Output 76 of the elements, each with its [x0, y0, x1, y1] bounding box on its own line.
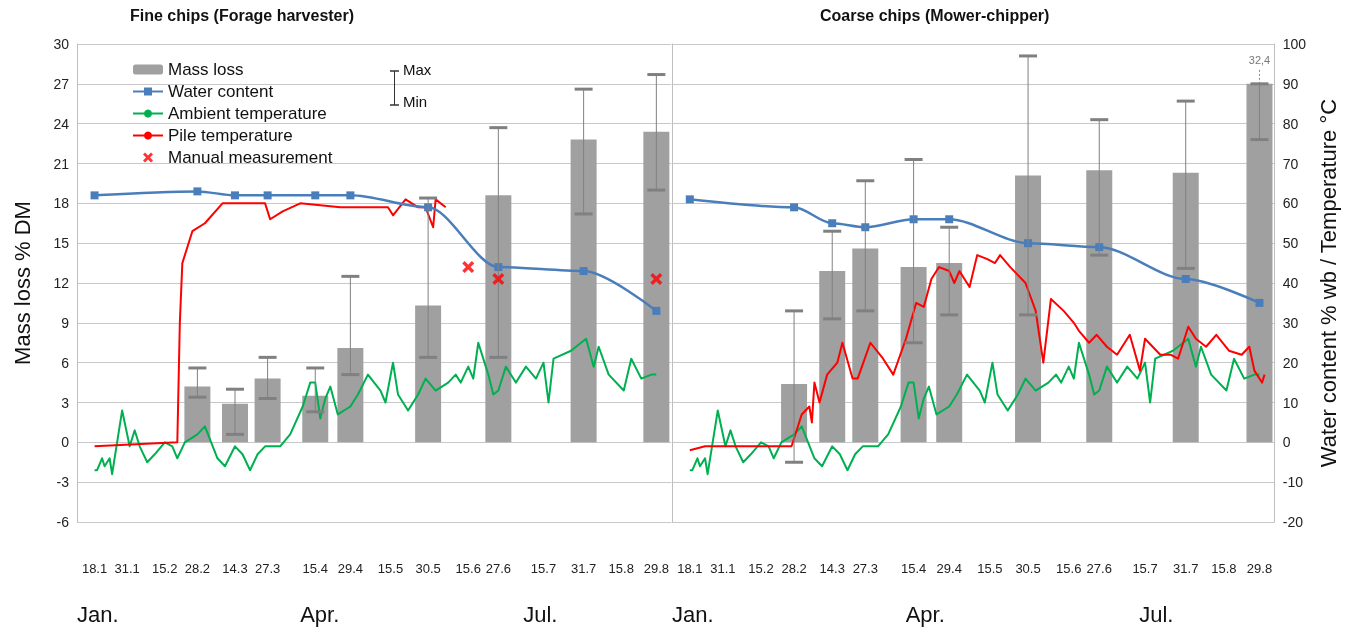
- x-tick-label: 15.8: [608, 561, 634, 576]
- x-tick-label: 15.7: [530, 561, 557, 576]
- legend-label: Water content: [168, 82, 274, 101]
- annotation: 32,4: [1248, 54, 1271, 67]
- x-tick-label: 27.3: [254, 561, 281, 576]
- y2-tick-label: 100: [1282, 36, 1307, 52]
- x-tick-label: 29.8: [643, 561, 670, 576]
- y2-tick-label: -20: [1282, 514, 1304, 530]
- legend-label: Mass loss: [168, 60, 244, 79]
- y2-tick-label: -10: [1282, 474, 1304, 491]
- chart-title: Coarse chips (Mower-chipper): [820, 6, 1050, 24]
- x-tick-label: 15.2: [748, 561, 774, 576]
- x-tick-label: 15.4: [302, 561, 328, 576]
- x-tick-label: 14.3: [819, 561, 845, 576]
- x-tick-label: 15.8: [1211, 561, 1237, 576]
- x-tick-label: 31.7: [570, 561, 597, 576]
- y-tick-label: 6: [61, 354, 70, 371]
- y2-tick-label: 60: [1282, 195, 1299, 212]
- text: Apr.: [905, 601, 945, 627]
- y-tick-label: 15: [53, 235, 70, 252]
- annotation: Min: [403, 93, 428, 110]
- y2-tick-label: 40: [1282, 275, 1299, 291]
- text: Jul.: [523, 601, 558, 627]
- y2-tick-label: 30: [1282, 314, 1299, 331]
- x-tick-label: 27.6: [485, 561, 511, 576]
- y-tick-label: -6: [56, 514, 70, 530]
- y2-tick-label: 0: [1282, 434, 1291, 451]
- y-tick-label: 0: [61, 434, 70, 451]
- y-tick-label: 3: [61, 394, 70, 411]
- legend-label: Ambient temperature: [168, 104, 327, 123]
- x-tick-label: 15.4: [900, 561, 927, 576]
- x-tick-label: 31.1: [114, 561, 140, 576]
- x-tick-label: 28.2: [184, 561, 211, 576]
- y-tick-label: 24: [53, 115, 70, 132]
- x-tick-label: 15.6: [1056, 561, 1082, 576]
- y-tick-label: 21: [53, 155, 70, 172]
- x-tick-label: 28.2: [781, 561, 807, 576]
- annotation: Max: [403, 61, 432, 78]
- x-tick-label: 29.4: [337, 561, 364, 576]
- x-tick-label: 15.5: [377, 561, 404, 576]
- y2-tick-label: 90: [1282, 75, 1299, 92]
- x-tick-label: 15.2: [152, 561, 178, 576]
- y2-tick-label: 10: [1282, 394, 1299, 411]
- x-tick-label: 31.1: [710, 561, 736, 576]
- x-tick-label: 27.3: [852, 561, 878, 576]
- x-tick-label: 27.6: [1086, 561, 1112, 576]
- y-axis-title: Mass loss % DM: [9, 201, 35, 365]
- y-tick-label: 12: [53, 275, 70, 291]
- text: Apr.: [300, 601, 340, 627]
- x-tick-label: 15.5: [977, 561, 1003, 576]
- y2-tick-label: 80: [1282, 115, 1299, 132]
- x-tick-label: 18.1: [81, 561, 108, 576]
- x-tick-label: 30.5: [415, 561, 441, 576]
- y2-axis-title: Water content % wb / Temperature °C: [1315, 98, 1341, 468]
- y-tick-label: 18: [53, 195, 70, 212]
- x-tick-label: 29.8: [1246, 561, 1273, 576]
- text: Jul.: [1139, 601, 1174, 627]
- chart-title: Fine chips (Forage harvester): [130, 6, 355, 24]
- y2-tick-label: 50: [1282, 235, 1299, 252]
- y-tick-label: 9: [61, 314, 70, 331]
- x-tick-label: 30.5: [1015, 561, 1041, 576]
- x-tick-label: 29.4: [936, 561, 962, 576]
- x-tick-label: 15.7: [1132, 561, 1158, 576]
- legend-label: Manual measurement: [168, 148, 333, 167]
- y2-tick-label: 70: [1282, 155, 1299, 172]
- x-tick-label: 18.1: [677, 561, 703, 576]
- x-tick-label: 31.7: [1173, 561, 1199, 576]
- text: Jan.: [77, 601, 119, 627]
- x-tick-label: 15.6: [455, 561, 481, 576]
- y-tick-label: -3: [56, 474, 70, 491]
- y-tick-label: 27: [53, 75, 70, 92]
- y-tick-label: 30: [53, 36, 70, 52]
- text: Jan.: [672, 601, 714, 627]
- x-tick-label: 14.3: [222, 561, 248, 576]
- y2-tick-label: 20: [1282, 354, 1299, 371]
- legend-label: Pile temperature: [168, 126, 293, 145]
